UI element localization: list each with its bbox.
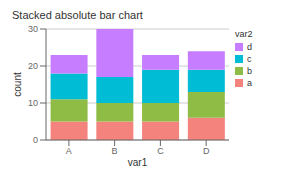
html-text:a: a: [247, 78, 252, 88]
html-text:var2: var2: [235, 29, 253, 39]
html-text:c: c: [247, 54, 252, 64]
svg-text:30: 30: [28, 24, 38, 34]
svg-text:count: count: [12, 72, 23, 97]
svg-text:20: 20: [28, 61, 38, 71]
svg-text:10: 10: [28, 98, 38, 108]
svg-text:A: A: [66, 146, 72, 156]
svg-text:B: B: [112, 146, 118, 156]
svg-text:D: D: [203, 146, 210, 156]
svg-text:C: C: [157, 146, 164, 156]
svg-text:var1: var1: [128, 157, 148, 168]
html-text:Stacked absolute bar chart: Stacked absolute bar chart: [12, 9, 143, 21]
html-text:b: b: [247, 66, 252, 76]
svg-text:0: 0: [33, 135, 38, 145]
html-text:d: d: [247, 42, 252, 52]
